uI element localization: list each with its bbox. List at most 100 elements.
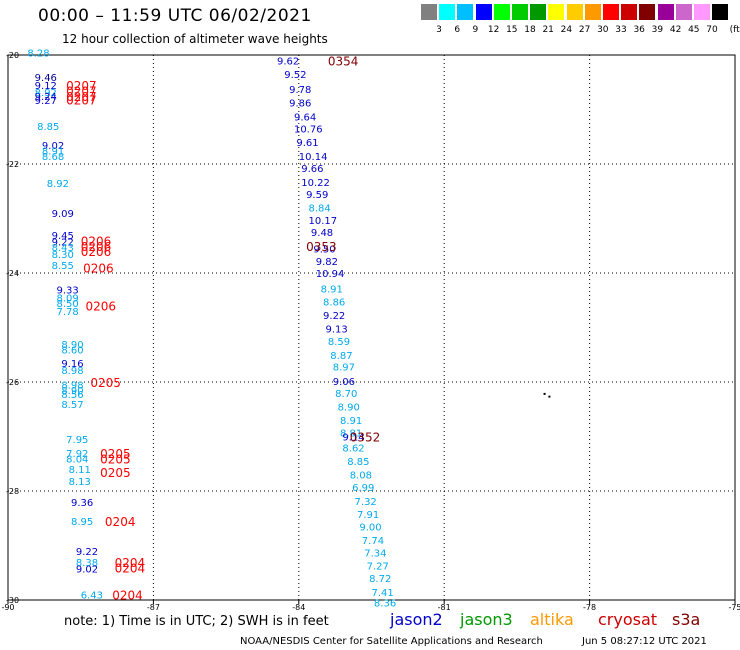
- color-swatch: [512, 4, 528, 20]
- swh-label: 9.00: [359, 522, 381, 533]
- color-swatch: [566, 4, 583, 20]
- time-label: 0205: [100, 447, 131, 461]
- swh-label: 8.81: [340, 429, 362, 440]
- x-tick-label: -84: [292, 603, 305, 612]
- color-scale-label: 12: [487, 25, 500, 35]
- swh-label: 7.95: [66, 435, 88, 446]
- time-label: 0205: [100, 452, 131, 466]
- swh-label: 9.45: [52, 231, 74, 242]
- swh-label: 7.78: [56, 307, 78, 318]
- plot-frame: [7, 54, 736, 601]
- color-scale-label: 42: [669, 25, 682, 35]
- swh-label: 8.50: [56, 299, 78, 310]
- swh-label: 9.22: [76, 547, 98, 558]
- swh-label: 8.87: [330, 351, 352, 362]
- swh-label: 8.28: [27, 48, 49, 59]
- swh-label: 9.52: [284, 70, 306, 81]
- swh-label: 9.13: [325, 325, 347, 336]
- time-label: 0205: [100, 466, 131, 480]
- swh-label: 9.06: [333, 377, 355, 388]
- time-label: 0352: [350, 431, 381, 445]
- color-scale-label: 30: [597, 25, 609, 35]
- color-scale-label: 33: [615, 25, 627, 35]
- swh-label: 8.95: [71, 517, 93, 528]
- color-swatch: [530, 4, 547, 20]
- swh-label: 10.76: [294, 125, 323, 136]
- color-scale-unit: (ft): [729, 25, 740, 35]
- satellite-jason2: jason2: [390, 610, 443, 629]
- color-scale-label: 3: [436, 25, 442, 35]
- footnote: note: 1) Time is in UTC; 2) SWH is in fe…: [64, 614, 329, 629]
- time-label: 0204: [112, 589, 143, 603]
- color-scale-label: 18: [524, 25, 536, 35]
- color-scale-label: 45: [688, 25, 700, 35]
- swh-label: 8.56: [61, 390, 83, 401]
- color-swatch: [548, 4, 565, 20]
- time-label: 0207: [66, 94, 97, 108]
- swh-label: 9.16: [61, 359, 83, 370]
- color-scale-label: 21: [542, 25, 554, 35]
- swh-label: 8.43: [52, 243, 74, 254]
- color-scale-label: 36: [633, 25, 645, 35]
- swh-label: 8.98: [61, 381, 83, 392]
- swh-label: 9.24: [35, 92, 57, 103]
- swh-label: 8.91: [321, 284, 343, 295]
- swh-label: 8.09: [56, 294, 78, 305]
- color-swatch: [639, 4, 656, 20]
- color-swatch: [694, 4, 710, 20]
- swh-label: 9.27: [35, 96, 57, 107]
- swh-label: 9.61: [296, 138, 318, 149]
- time-label: 0206: [81, 234, 112, 248]
- swh-label: 10.94: [316, 269, 345, 280]
- swh-label: 8.38: [76, 558, 98, 569]
- swh-label: 9.14: [342, 433, 364, 444]
- swh-label: 8.85: [37, 122, 59, 133]
- time-label: 0207: [66, 84, 97, 98]
- swh-label: 6.43: [81, 591, 103, 602]
- swh-label: 9.50: [313, 244, 335, 255]
- swh-label: 10.17: [308, 216, 337, 227]
- time-label: 0204: [115, 561, 146, 575]
- generated-timestamp: Jun 5 08:27:12 UTC 2021: [582, 636, 707, 647]
- swh-label: 8.92: [35, 88, 57, 99]
- time-label: 0354: [328, 54, 359, 68]
- swh-label: 9.33: [56, 285, 78, 296]
- swh-label: 8.08: [350, 471, 372, 482]
- time-label: 0206: [86, 300, 117, 314]
- swh-label: 8.90: [338, 403, 360, 414]
- swh-label: 8.85: [347, 457, 369, 468]
- color-swatch: [603, 4, 619, 20]
- time-label: 0206: [83, 262, 114, 276]
- swh-label: 9.64: [294, 113, 316, 124]
- swh-label: 8.90: [61, 340, 83, 351]
- color-scale-label: 70: [706, 25, 718, 35]
- x-tick-label: -78: [583, 603, 596, 612]
- color-swatch: [493, 4, 510, 20]
- color-swatch: [584, 4, 601, 20]
- swh-label: 9.09: [52, 209, 74, 220]
- swh-label: 8.72: [369, 574, 391, 585]
- swh-label: 9.82: [316, 257, 338, 268]
- swh-label: 8.84: [308, 204, 330, 215]
- swh-label: 8.91: [42, 146, 64, 157]
- swh-label: 6.99: [352, 483, 374, 494]
- color-swatch: [621, 4, 638, 20]
- color-swatch: [475, 4, 492, 20]
- color-swatch: [712, 4, 729, 20]
- swh-label: 7.92: [66, 449, 88, 460]
- credit-line: NOAA/NESDIS Center for Satellite Applica…: [240, 636, 543, 647]
- swh-label: 8.90: [61, 386, 83, 397]
- swh-label: 9.46: [35, 73, 57, 84]
- color-swatch: [457, 4, 474, 20]
- swh-label: 9.12: [35, 81, 57, 92]
- satellite-jason3: jason3: [460, 610, 513, 629]
- point-marker: [543, 392, 546, 395]
- satellite-cryosat: cryosat: [598, 610, 658, 629]
- swh-label: 7.27: [367, 562, 389, 573]
- color-scale-label: 39: [651, 25, 664, 35]
- y-tick-label: -28: [6, 487, 19, 496]
- swh-label: 8.36: [374, 599, 396, 610]
- swh-label: 9.36: [71, 498, 93, 509]
- color-swatch: [421, 4, 437, 20]
